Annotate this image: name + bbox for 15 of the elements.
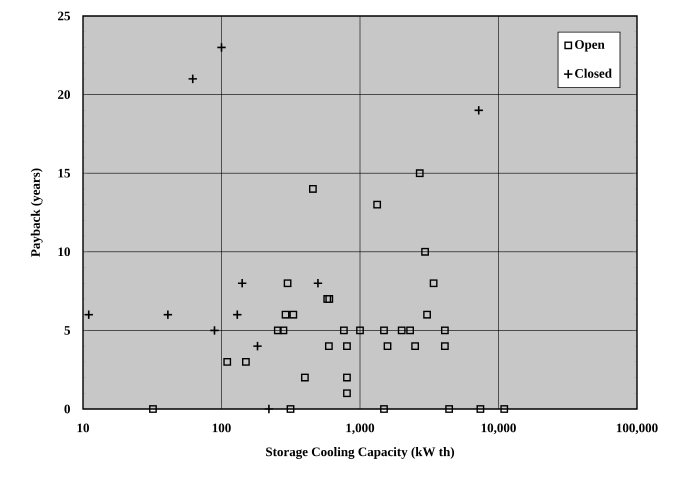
x-tick-label: 10,000: [482, 424, 516, 434]
x-tick-label: 10: [78, 424, 89, 432]
y-tick-label: 5: [64, 326, 70, 335]
y-tick-label: 0: [64, 404, 70, 414]
x-tick-label: 100: [212, 424, 231, 432]
x-axis-title: Storage Cooling Capacity (kW th): [266, 447, 454, 459]
legend-label: Open: [575, 40, 605, 52]
y-tick-label: 10: [58, 247, 70, 256]
y-tick-label: 25: [58, 12, 70, 20]
legend-label: Closed: [575, 68, 612, 78]
y-axis-title: Payback (years): [30, 168, 43, 257]
x-tick-label: 1,000: [346, 424, 374, 434]
x-tick-label: 100,000: [616, 424, 658, 434]
y-tick-label: 20: [58, 90, 70, 99]
y-tick-label: 15: [58, 168, 70, 178]
